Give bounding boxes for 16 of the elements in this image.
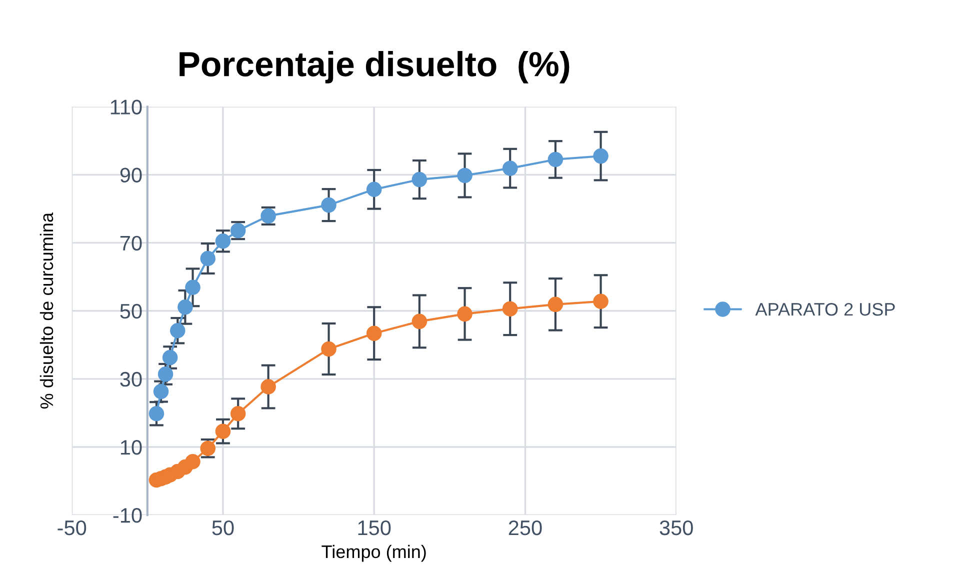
legend-label: APARATO 2 USP — [755, 302, 895, 316]
x-tick-label: 50 — [212, 520, 234, 536]
x-axis-title: Tiempo (min) — [322, 544, 426, 562]
y-tick-label: 70 — [120, 236, 142, 251]
y-tick-label: 30 — [120, 372, 142, 387]
y-tick-label: 10 — [120, 440, 142, 455]
y-tick-label: -10 — [113, 508, 142, 523]
x-tick-label: 350 — [660, 520, 693, 536]
x-tick-label: 150 — [358, 520, 391, 536]
y-tick-label: 90 — [120, 168, 142, 183]
y-tick-label: 50 — [120, 304, 142, 319]
y-tick-label: 110 — [110, 100, 142, 114]
x-tick-label: -50 — [58, 520, 86, 536]
y-axis-title: % disuelto de curcumina — [40, 212, 54, 409]
chart-title: Porcentaje disuelto (%) — [180, 51, 570, 84]
x-tick-label: 250 — [508, 520, 542, 536]
